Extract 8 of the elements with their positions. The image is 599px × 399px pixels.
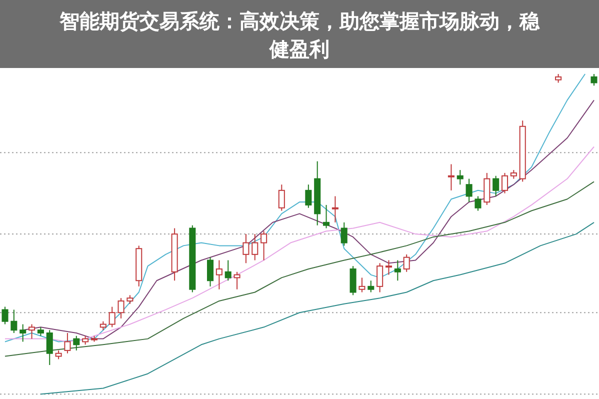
candlestick <box>332 196 338 223</box>
chart-title: 智能期货交易系统：高效决策，助您掌握市场脉动，稳健盈利 <box>58 9 540 61</box>
candlestick <box>242 234 250 264</box>
candlestick <box>314 160 321 226</box>
candlestick <box>394 260 401 282</box>
candlestick <box>171 228 178 282</box>
candlestick <box>448 164 454 191</box>
candlestick <box>216 260 222 290</box>
